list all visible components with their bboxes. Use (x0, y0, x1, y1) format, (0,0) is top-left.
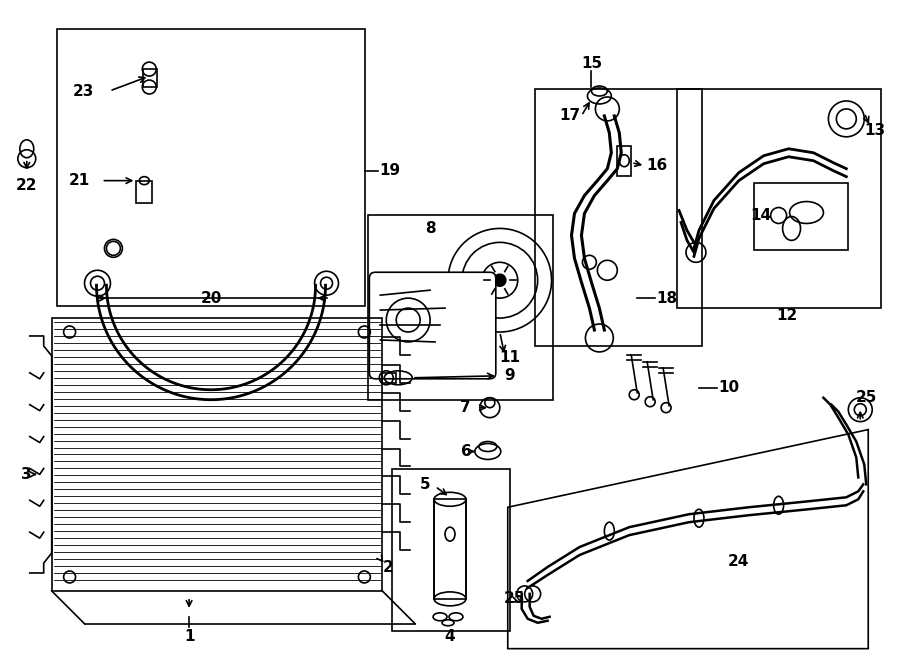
Bar (753, 183, 849, 250)
Text: 13: 13 (865, 123, 886, 138)
Text: 19: 19 (380, 163, 400, 178)
FancyBboxPatch shape (369, 272, 496, 379)
Text: 22: 22 (16, 178, 38, 193)
Text: 23: 23 (73, 83, 94, 99)
Text: 10: 10 (718, 380, 740, 395)
Bar (434, 499, 466, 599)
Text: 9: 9 (504, 368, 515, 383)
Bar (535, 89, 702, 346)
Bar (136, 181, 152, 203)
Text: 17: 17 (559, 109, 580, 123)
Text: 5: 5 (419, 477, 430, 492)
Bar (57, 29, 365, 306)
Text: 7: 7 (460, 400, 470, 415)
Text: 16: 16 (646, 158, 668, 173)
Bar (143, 69, 157, 87)
Text: 25: 25 (856, 390, 877, 405)
Bar (392, 469, 509, 631)
Text: 15: 15 (580, 56, 602, 71)
Text: 14: 14 (750, 208, 771, 223)
Text: 6: 6 (461, 444, 472, 459)
Text: 12: 12 (776, 308, 797, 322)
Text: 18: 18 (656, 291, 678, 306)
Bar (617, 146, 631, 175)
Text: 21: 21 (69, 173, 90, 188)
Text: 3: 3 (22, 467, 32, 482)
Bar (51, 318, 382, 591)
Bar (677, 89, 881, 308)
Text: 1: 1 (184, 629, 194, 644)
Bar (368, 216, 553, 400)
Text: 4: 4 (445, 629, 455, 644)
Text: 25: 25 (504, 591, 526, 606)
Text: 8: 8 (425, 221, 436, 236)
Text: 20: 20 (201, 291, 221, 306)
Text: 24: 24 (728, 553, 750, 569)
Circle shape (494, 274, 506, 286)
Text: 2: 2 (382, 559, 393, 575)
Bar (382, 373, 396, 383)
Text: 11: 11 (500, 350, 520, 365)
